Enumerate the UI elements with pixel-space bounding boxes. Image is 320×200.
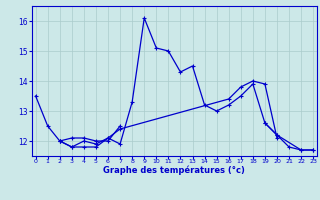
- X-axis label: Graphe des températures (°c): Graphe des températures (°c): [103, 165, 245, 175]
